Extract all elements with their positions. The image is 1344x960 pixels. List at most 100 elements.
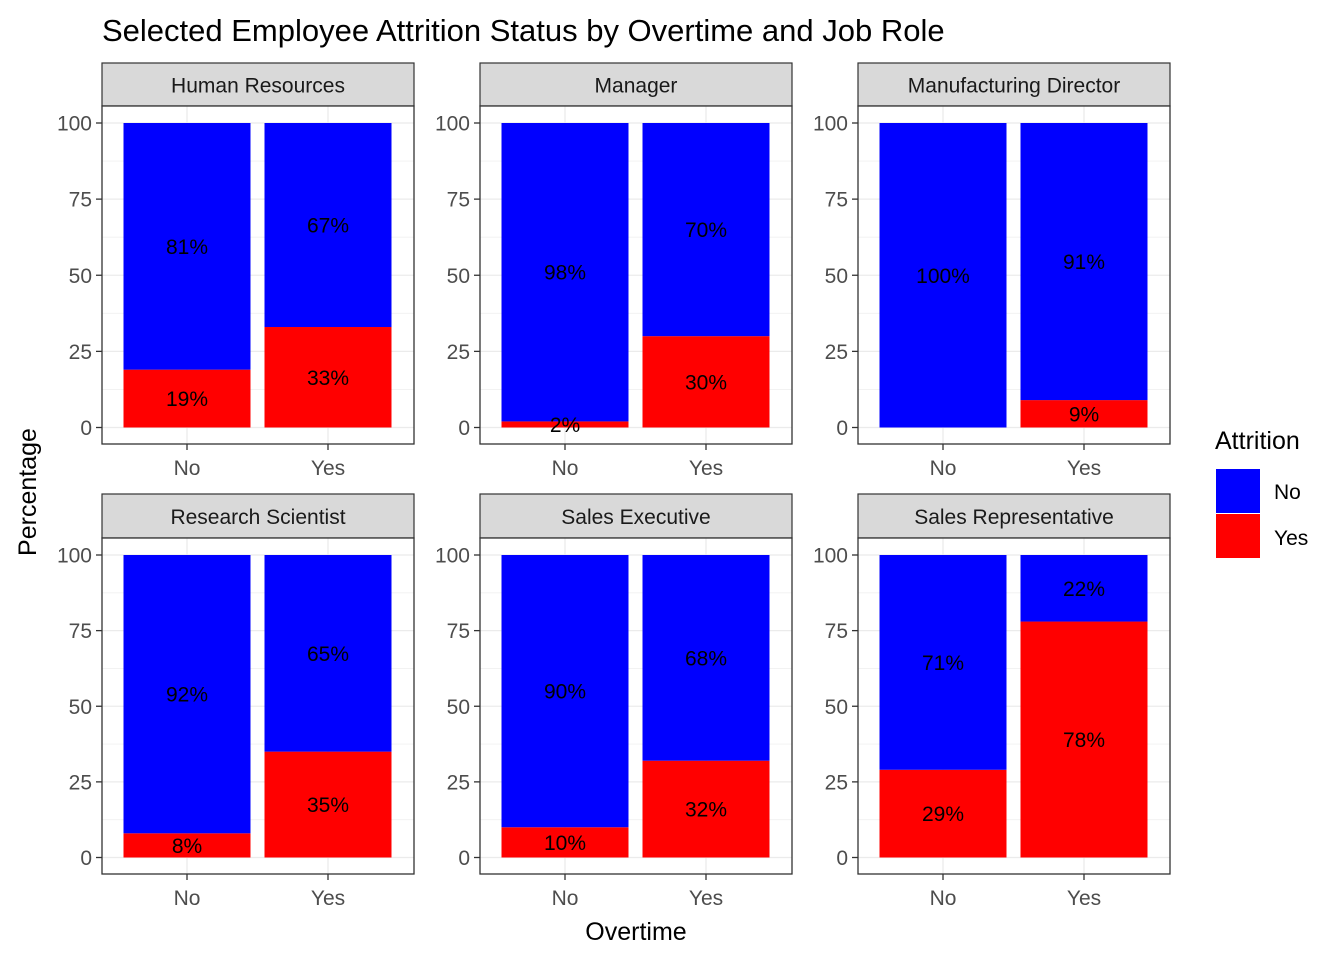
data-label-yes-no: 2%: [550, 414, 580, 437]
x-axis-title: Overtime: [585, 918, 686, 946]
data-label-no-no: 81%: [166, 236, 208, 259]
bar-no-no: [879, 555, 1007, 770]
y-tick-label: 100: [435, 545, 470, 568]
chart-title: Selected Employee Attrition Status by Ov…: [102, 13, 945, 48]
y-tick-label: 50: [69, 696, 92, 719]
y-tick-label: 100: [57, 545, 92, 568]
y-tick-label: 50: [69, 265, 92, 288]
bar-yes-yes: [264, 751, 392, 858]
y-tick-label: 100: [57, 113, 92, 136]
bar-no-yes: [642, 123, 770, 337]
data-label-yes-yes: 9%: [1069, 403, 1099, 426]
data-label-no-no: 71%: [922, 652, 964, 675]
x-tick-label: Yes: [689, 887, 723, 910]
bar-yes-yes: [1020, 621, 1148, 858]
data-label-yes-yes: 33%: [307, 367, 349, 390]
x-tick-label: Yes: [311, 887, 345, 910]
data-label-no-yes: 91%: [1063, 251, 1105, 274]
data-label-yes-yes: 35%: [307, 794, 349, 817]
x-tick-label: Yes: [311, 457, 345, 480]
bar-no-yes: [1020, 123, 1148, 401]
bar-yes-yes: [1020, 400, 1148, 428]
y-tick-label: 75: [69, 620, 92, 643]
bar-no-no: [123, 555, 251, 834]
data-label-no-yes: 65%: [307, 643, 349, 666]
legend: Attrition No Yes: [1215, 427, 1308, 558]
facet-strip-manufacturing-director: [857, 62, 1171, 107]
y-tick-label: 75: [825, 189, 848, 212]
x-tick-label: No: [930, 457, 957, 480]
facet-strip-research-scientist: [101, 493, 415, 539]
x-tick-label: No: [174, 457, 201, 480]
bar-no-no: [501, 555, 629, 828]
x-tick-label: Yes: [1067, 457, 1101, 480]
facet-strip-human-resources: [101, 62, 415, 107]
data-label-no-no: 98%: [544, 262, 586, 285]
y-tick-label: 25: [825, 341, 848, 364]
y-tick-label: 50: [825, 696, 848, 719]
y-tick-label: 75: [447, 189, 470, 212]
y-tick-label: 0: [80, 417, 92, 440]
data-label-yes-yes: 78%: [1063, 729, 1105, 752]
facet-strip-manager: [479, 62, 793, 107]
facet-label-sales-representative: Sales Representative: [914, 506, 1114, 529]
y-tick-label: 75: [825, 620, 848, 643]
legend-label-no: No: [1274, 481, 1301, 504]
x-tick-label: Yes: [1067, 887, 1101, 910]
y-tick-label: 75: [69, 189, 92, 212]
y-tick-label: 0: [458, 417, 470, 440]
facet-label-manager: Manager: [595, 75, 678, 98]
bar-yes-yes: [642, 760, 770, 858]
data-label-no-no: 92%: [166, 684, 208, 707]
data-label-no-yes: 70%: [685, 219, 727, 242]
y-tick-label: 0: [836, 847, 848, 870]
legend-label-yes: Yes: [1274, 527, 1308, 550]
y-tick-label: 50: [825, 265, 848, 288]
data-label-no-yes: 68%: [685, 647, 727, 670]
bar-yes-no: [501, 421, 629, 428]
data-label-no-no: 100%: [916, 265, 970, 288]
x-tick-label: No: [930, 887, 957, 910]
data-label-yes-no: 8%: [172, 835, 202, 858]
y-tick-label: 25: [447, 341, 470, 364]
bar-yes-no: [123, 833, 251, 858]
bar-no-yes: [1020, 555, 1148, 622]
data-label-no-no: 90%: [544, 681, 586, 704]
x-tick-label: No: [174, 887, 201, 910]
facet-label-human-resources: Human Resources: [171, 75, 345, 98]
y-tick-label: 25: [69, 771, 92, 794]
x-tick-label: No: [552, 457, 579, 480]
bar-no-no: [501, 123, 629, 422]
facet-label-sales-executive: Sales Executive: [561, 506, 710, 529]
y-tick-label: 25: [447, 771, 470, 794]
data-label-yes-yes: 32%: [685, 799, 727, 822]
y-tick-label: 100: [813, 545, 848, 568]
bar-yes-no: [123, 369, 251, 428]
bar-yes-yes: [642, 336, 770, 428]
data-label-yes-no: 10%: [544, 832, 586, 855]
legend-key-no: [1216, 469, 1260, 513]
x-tick-label: No: [552, 887, 579, 910]
bar-no-yes: [264, 123, 392, 328]
y-axis-title: Percentage: [14, 428, 42, 556]
bar-no-no: [879, 123, 1007, 428]
facet-label-manufacturing-director: Manufacturing Director: [908, 75, 1120, 98]
y-tick-label: 100: [813, 113, 848, 136]
y-tick-label: 0: [80, 847, 92, 870]
data-label-no-yes: 67%: [307, 215, 349, 238]
data-label-yes-no: 29%: [922, 803, 964, 826]
data-label-yes-no: 19%: [166, 388, 208, 411]
bar-yes-yes: [264, 327, 392, 428]
facet-strip-sales-executive: [479, 493, 793, 539]
x-tick-label: Yes: [689, 457, 723, 480]
bar-no-yes: [264, 555, 392, 752]
y-tick-label: 25: [69, 341, 92, 364]
bar-no-yes: [642, 555, 770, 761]
bar-no-no: [123, 123, 251, 370]
y-tick-label: 50: [447, 696, 470, 719]
bar-yes-no: [501, 827, 629, 858]
facet-strip-sales-representative: [857, 493, 1171, 539]
legend-title: Attrition: [1215, 427, 1300, 455]
y-tick-label: 75: [447, 620, 470, 643]
